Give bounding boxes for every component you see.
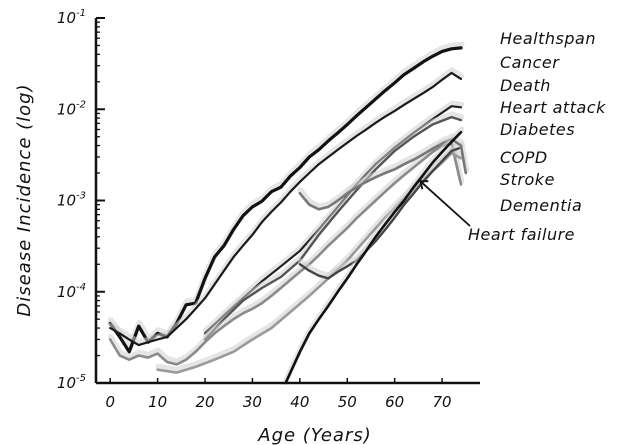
series-band-stroke	[297, 141, 465, 279]
series-band-heart-attack	[202, 111, 465, 340]
y-tick-label: 10-3	[57, 191, 86, 210]
series-band-diabetes	[108, 137, 465, 365]
series-line-diabetes	[108, 142, 463, 366]
series-label-heart-attack: Heart attack	[500, 98, 606, 117]
series-label-death: Death	[500, 76, 551, 95]
tick-labels: 10-1 10-2 10-3 10-4 10-5 0 10 20 30 40 50 60 70	[57, 8, 452, 411]
x-tick-label: 0	[105, 393, 115, 411]
series-label-cancer: Cancer	[500, 53, 560, 72]
x-tick-label: 30	[243, 393, 262, 411]
series-band-dementia	[297, 133, 470, 210]
series-line-cancer	[109, 71, 463, 347]
series-line-dementia	[298, 137, 468, 211]
series-label-healthspan: Healthspan	[500, 29, 596, 48]
series-label-copd: COPD	[500, 148, 548, 167]
series-line-stroke	[298, 146, 463, 280]
y-tick-label: 10-2	[57, 99, 86, 118]
x-tick-label: 10	[148, 393, 167, 411]
series-line-heart-attack	[203, 115, 463, 341]
series-band-death	[203, 100, 465, 333]
annotation-arrow	[420, 181, 471, 227]
y-tick-label: 10-1	[57, 8, 86, 27]
series-band-cancer	[108, 67, 465, 345]
y-tick-label: 10-5	[57, 373, 86, 392]
y-axis-title: Disease Incidence (log)	[14, 83, 35, 316]
x-tick-label: 60	[385, 393, 404, 411]
series-label-diabetes: Diabetes	[500, 120, 575, 139]
annotation-label: Heart failure	[468, 225, 575, 244]
series-label-stroke: Stroke	[500, 170, 555, 189]
series-lines	[107, 41, 470, 385]
series-label-dementia: Dementia	[500, 196, 582, 215]
x-tick-label: 20	[195, 393, 214, 411]
axes	[94, 17, 480, 385]
annotation-arrowhead	[419, 180, 429, 190]
series-line-heart-failure	[284, 130, 463, 385]
x-axis-title: Age (Years)	[257, 425, 371, 445]
series-labels: Healthspan Cancer Death Heart attack Diabete…	[500, 29, 606, 215]
x-tick-label: 70	[433, 393, 452, 411]
y-tick-label: 10-4	[57, 282, 86, 301]
x-tick-label: 50	[338, 393, 357, 411]
annotation: Heart failure	[419, 180, 575, 244]
x-tick-label: 40	[290, 393, 309, 411]
